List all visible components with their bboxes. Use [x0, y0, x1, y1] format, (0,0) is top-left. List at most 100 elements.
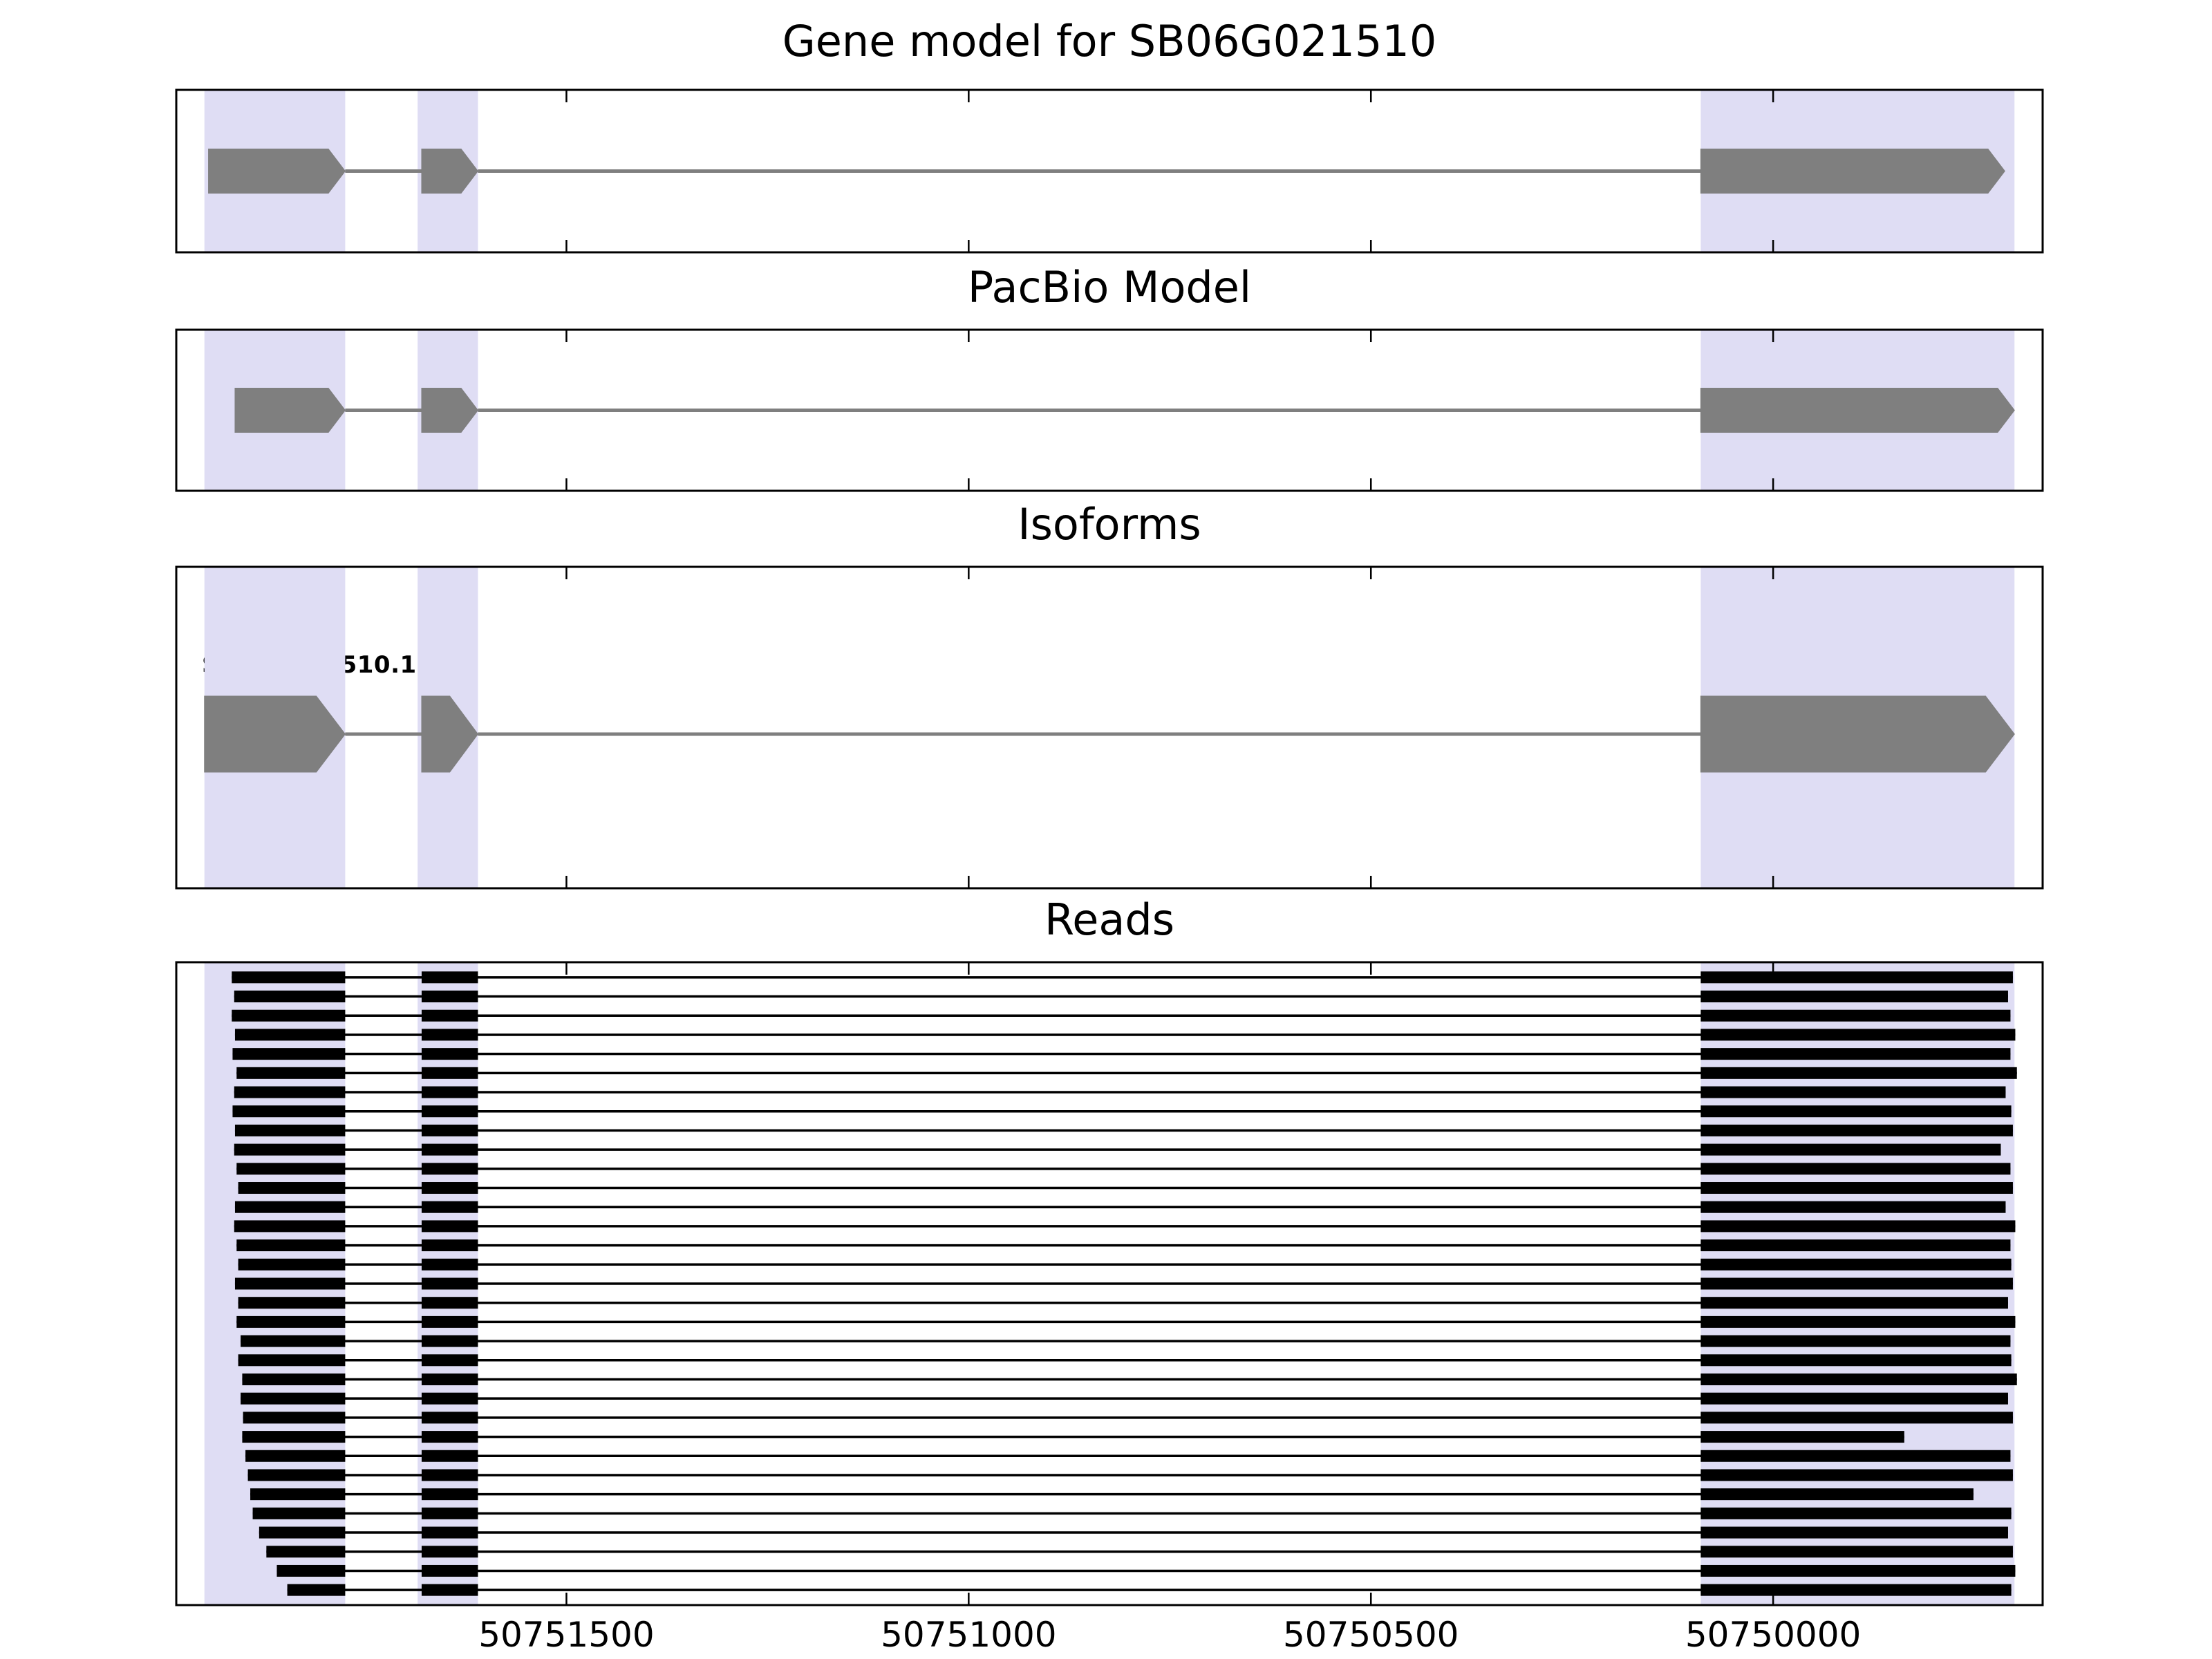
read-exon [421, 1507, 478, 1519]
read-exon [238, 1354, 346, 1367]
read-exon [421, 1373, 478, 1385]
read-exon [259, 1526, 346, 1539]
pacbio-title: PacBio Model [967, 262, 1252, 312]
read-exon [421, 1335, 478, 1347]
read-exon [236, 1315, 346, 1328]
read-exon [250, 1488, 346, 1501]
read-exon [1700, 991, 2008, 1003]
read-exon [421, 1143, 478, 1156]
read-exon [421, 1546, 478, 1558]
x-tick-label: 50750000 [1685, 1615, 1862, 1655]
read-exon [1700, 1450, 2011, 1462]
exon-shape [1700, 695, 2015, 773]
read-exon [421, 1182, 478, 1194]
read-exon [1700, 1373, 2017, 1385]
read-exon [421, 1277, 478, 1290]
read-exon [421, 1526, 478, 1539]
read-exon [234, 1124, 346, 1136]
read-exon [1700, 1335, 2011, 1347]
read-exon [247, 1469, 346, 1481]
read-exon [1700, 1526, 2008, 1539]
read-exon [242, 1373, 346, 1385]
read-exon [234, 1277, 346, 1290]
read-exon [1700, 1163, 2011, 1175]
read-exon [421, 1431, 478, 1443]
exon-shape [421, 695, 479, 773]
read-exon [1700, 1067, 2017, 1079]
read-exon [238, 1297, 346, 1309]
panel-border [175, 961, 2044, 1606]
x-tick-label: 50751000 [881, 1615, 1057, 1655]
read-exon [421, 1124, 478, 1136]
read-exon [1700, 1507, 2012, 1519]
read-exon [238, 1258, 346, 1271]
read-exon [241, 1335, 346, 1347]
read-exon [421, 1086, 478, 1098]
read-exon [421, 1354, 478, 1367]
read-exon [421, 971, 478, 984]
read-exon [421, 1469, 478, 1481]
read-exon [236, 1239, 346, 1252]
read-exon [421, 991, 478, 1003]
read-exon [421, 1564, 478, 1577]
panel-border [175, 88, 2044, 254]
read-exon [1700, 1584, 2012, 1596]
read-exon [241, 1392, 346, 1405]
exon-shape [1700, 388, 2015, 433]
exon-shape [421, 388, 479, 433]
read-exon [252, 1507, 346, 1519]
read-exon [232, 1105, 346, 1118]
read-exon [232, 1009, 346, 1022]
x-tick-label: 50750500 [1283, 1615, 1459, 1655]
read-exon [1700, 1354, 2012, 1367]
read-exon [276, 1564, 346, 1577]
panel-border [175, 328, 2044, 492]
read-exon [1700, 1105, 2012, 1118]
read-exon [1700, 1297, 2008, 1309]
read-exon [421, 1201, 478, 1213]
exon-shape [204, 695, 346, 773]
read-exon [234, 1143, 346, 1156]
read-exon [234, 1220, 346, 1232]
panel-border [175, 565, 2044, 890]
read-exon [243, 1412, 346, 1424]
read-exon [287, 1584, 346, 1596]
read-exon [236, 1163, 346, 1175]
read-exon [234, 1201, 346, 1213]
read-exon [236, 1067, 346, 1079]
read-exon [232, 971, 346, 984]
read-exon [1700, 1201, 2006, 1213]
read-exon [1700, 1086, 2006, 1098]
read-exon [1700, 1029, 2016, 1041]
exon-shape [421, 149, 479, 194]
read-exon [421, 1048, 478, 1060]
read-exon [421, 1488, 478, 1501]
read-exon [421, 1584, 478, 1596]
read-exon [1700, 1277, 2013, 1290]
exon-shape [208, 149, 346, 194]
read-exon [421, 1067, 478, 1079]
read-exon [421, 1009, 478, 1022]
read-exon [1700, 1469, 2013, 1481]
read-exon [421, 1029, 478, 1041]
read-exon [1700, 1143, 2001, 1156]
isoforms-title: Isoforms [1018, 499, 1201, 550]
read-exon [421, 1392, 478, 1405]
read-exon [238, 1182, 346, 1194]
read-exon [234, 1086, 346, 1098]
read-exon [1700, 1392, 2008, 1405]
read-exon [1700, 1488, 1974, 1501]
read-exon [421, 1163, 478, 1175]
reads-title: Reads [1044, 894, 1175, 945]
read-exon [1700, 1048, 2011, 1060]
exon-shape [1700, 149, 2005, 194]
read-exon [1700, 1124, 2013, 1136]
read-exon [1700, 971, 2013, 984]
read-exon [421, 1412, 478, 1424]
read-exon [421, 1450, 478, 1462]
exon-shape [234, 388, 346, 433]
gene-model-title: Gene model for SB06G021510 [782, 16, 1437, 66]
read-exon [421, 1315, 478, 1328]
